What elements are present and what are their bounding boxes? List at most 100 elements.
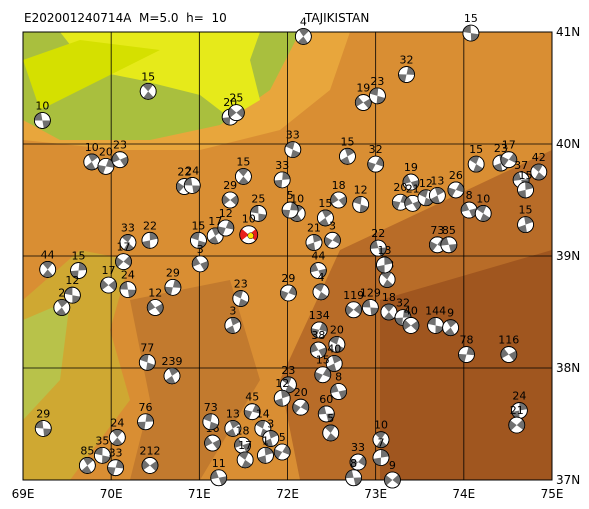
ball-quadrant [190, 232, 200, 241]
ball-quadrant [139, 354, 149, 363]
depth-label: 119 [343, 289, 364, 302]
focal-mechanism: 26 [447, 169, 465, 199]
depth-label: 10 [374, 419, 388, 432]
ball-quadrant [172, 279, 181, 288]
depth-label: 11 [212, 457, 226, 470]
ball-quadrant [345, 469, 354, 479]
ball-quadrant [330, 193, 339, 204]
focal-mechanism: 24 [119, 269, 137, 299]
focal-mechanism: 119 [343, 289, 364, 319]
depth-label: 29 [223, 179, 237, 192]
ball-outline [330, 191, 348, 209]
ball-outline [330, 383, 348, 400]
ball-quadrant [229, 420, 240, 429]
ball-outline [402, 173, 420, 191]
ball-outline [447, 181, 465, 199]
ball-outline [398, 66, 415, 83]
depth-label: 32 [369, 143, 383, 156]
depth-label: 15 [519, 169, 533, 182]
ball-outline [93, 446, 111, 464]
ball-quadrant [398, 74, 407, 83]
focal-mechanism: 85 [440, 224, 458, 254]
ball-outline [314, 366, 332, 384]
ball-quadrant [392, 474, 401, 485]
focal-mechanism: 15 [139, 70, 157, 100]
depth-label: 20 [99, 145, 113, 158]
focal-mechanism: 19 [402, 161, 420, 191]
ball-quadrant [127, 289, 136, 298]
terrain-plain [23, 300, 70, 420]
ball-quadrant [310, 343, 319, 353]
focal-mechanism: 40 [402, 304, 420, 334]
depth-label: 24 [512, 390, 526, 403]
ball-quadrant [476, 205, 487, 214]
ball-quadrant [314, 371, 323, 382]
ball-outline [440, 236, 458, 254]
ball-quadrant [362, 299, 371, 308]
ball-quadrant [500, 348, 509, 359]
ball-outline [202, 413, 220, 431]
ball-quadrant [121, 234, 133, 243]
ball-quadrant [112, 429, 123, 438]
ball-quadrant [70, 270, 79, 279]
depth-label: 12 [65, 274, 79, 287]
depth-label: 21 [307, 222, 321, 235]
ball-quadrant [102, 455, 111, 464]
depth-label: 134 [309, 309, 330, 322]
focal-mechanism: 3 [191, 243, 209, 273]
ball-quadrant [380, 449, 389, 458]
focal-mechanism: 29 [34, 407, 52, 437]
y-tick-label: 40N [556, 137, 580, 151]
ball-quadrant [376, 264, 385, 273]
ball-quadrant [378, 247, 387, 256]
ball-outline [273, 443, 291, 461]
ball-quadrant [141, 459, 150, 471]
ball-quadrant [94, 447, 103, 456]
ball-quadrant [376, 95, 386, 104]
depth-label: 10 [35, 99, 49, 112]
ball-quadrant [282, 209, 291, 218]
ball-outline [111, 151, 129, 169]
depth-label: 23 [234, 278, 248, 291]
focal-mechanism: 24 [510, 390, 528, 419]
ball-quadrant [324, 424, 336, 433]
ball-quadrant [208, 235, 219, 244]
focal-mechanism: 29 [279, 272, 297, 302]
focal-mechanism: 129 [360, 287, 381, 316]
ball-outline [317, 209, 334, 227]
focal-mechanism: 33 [284, 129, 302, 159]
depth-label: 12 [354, 183, 368, 196]
ball-quadrant [72, 295, 81, 304]
depth-label: 15 [469, 143, 483, 156]
ball-quadrant [321, 209, 332, 218]
ball-outline [70, 262, 87, 279]
ball-quadrant [142, 83, 154, 92]
ball-quadrant [147, 301, 156, 312]
depth-label: 15 [72, 250, 86, 263]
focal-mechanism: 17 [115, 241, 132, 271]
ball-quadrant [78, 262, 87, 271]
ball-outline [349, 453, 367, 471]
focal-mechanism: 15 [235, 155, 252, 185]
focal-mechanism: 15 [517, 169, 534, 199]
focal-mechanism: 18 [330, 179, 348, 209]
depth-label: 20 [330, 323, 344, 336]
focal-mechanism: 12 [352, 183, 370, 213]
ball-quadrant [402, 309, 411, 318]
ball-outline [402, 317, 420, 334]
focal-mechanism: 32 [398, 54, 415, 83]
ball-outline [530, 163, 548, 181]
ball-quadrant [373, 457, 381, 466]
ball-outline [324, 231, 341, 249]
ball-quadrant [508, 350, 517, 361]
ball-outline [361, 299, 379, 316]
ball-quadrant [212, 439, 221, 450]
depth-label: 44 [41, 248, 55, 261]
focal-mechanism: 12 [273, 377, 291, 407]
focal-mechanism: 11 [210, 457, 228, 487]
ball-outline [257, 446, 274, 464]
ball-quadrant [353, 304, 362, 315]
ball-quadrant [274, 179, 283, 188]
ball-quadrant [200, 260, 209, 271]
ball-outline [183, 177, 201, 194]
